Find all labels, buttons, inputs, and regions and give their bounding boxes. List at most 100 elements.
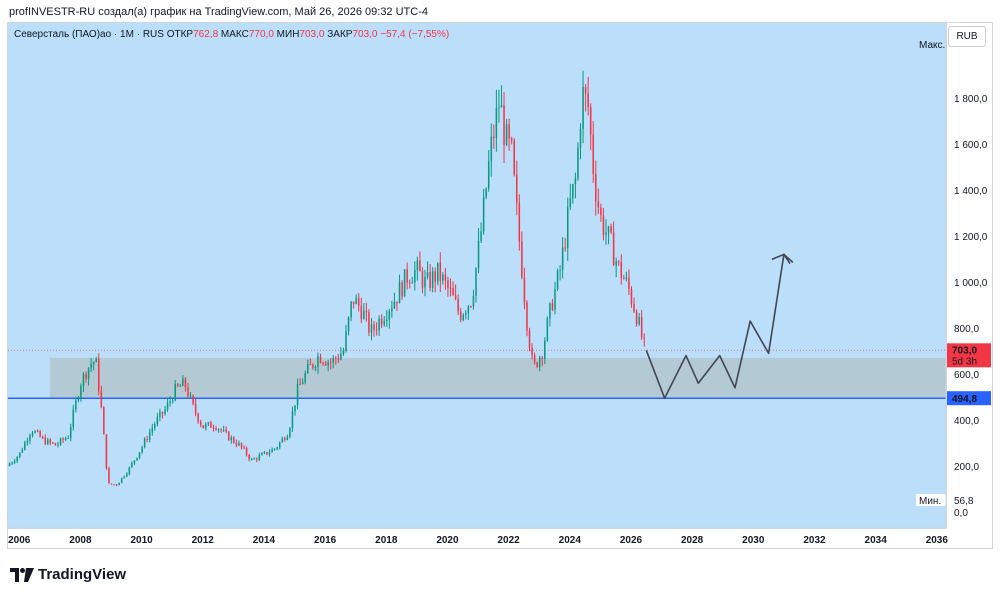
time-tick-8: 2022 [497,535,520,546]
candle-90 [238,440,240,447]
candle-157 [408,279,411,289]
support-zone[interactable] [49,357,946,399]
candle-217 [561,237,564,279]
candle-166 [431,267,434,293]
candle-138 [360,297,363,323]
candle-54 [146,435,148,443]
candle-204 [528,327,531,352]
price-axis[interactable]: Макс. 200,0 400,0 600,0 800,0 1 000,0 1 200,0… [916,40,991,519]
candle-43 [118,482,120,486]
last-price-badge [947,343,991,368]
time-tick-15: 2036 [926,535,949,546]
candle-9 [31,431,34,438]
price-chart[interactable]: Макс. 200,0 400,0 600,0 800,0 1 000,0 1 200,0… [7,22,993,549]
time-tick-12: 2030 [742,535,765,546]
candle-203 [526,300,528,337]
candle-246 [635,309,638,327]
candle-160 [416,256,419,281]
candle-225 [582,70,584,144]
candle-46 [126,472,128,478]
candle-105 [276,446,278,451]
candle-124 [324,360,327,366]
candle-154 [401,280,403,300]
candle-67 [179,383,182,387]
candle-152 [396,301,398,311]
candle-148 [386,310,388,327]
candle-156 [406,262,408,290]
candle-53 [143,437,146,449]
candle-233 [602,208,605,241]
high-label: МАКС [220,29,249,40]
candle-111 [291,406,294,432]
candle-65 [174,379,176,402]
tradingview-brand[interactable]: TradingView [10,566,126,583]
candle-198 [513,138,515,177]
currency-button[interactable]: RUB [948,26,986,47]
time-axis[interactable]: 2006 2008 2010 2012 2014 2016 2018 2020 2022 2024… [8,535,948,546]
candle-171 [444,267,447,290]
candle-36 [100,385,103,409]
candle-227 [587,76,589,116]
candle-4 [18,452,21,459]
candle-172 [447,276,449,297]
candle-59 [159,408,161,422]
tradingview-logo-icon [10,567,34,582]
candle-70 [187,382,189,398]
open-value: 762,8 [193,29,219,40]
candle-134 [350,300,352,322]
candle-164 [426,261,429,280]
candle-5 [21,447,24,453]
candle-14 [44,434,46,446]
candle-191 [495,89,498,152]
candle-28 [80,383,82,402]
candle-120 [314,365,317,372]
candle-92 [243,445,245,450]
candle-11 [36,429,39,433]
time-tick-10: 2026 [620,535,643,546]
candle-74 [197,412,199,424]
candle-214 [554,281,556,315]
candle-110 [289,426,291,439]
candle-25 [72,404,75,431]
min-value: 56,8 [954,496,974,507]
candle-82 [217,428,220,433]
candle-12 [39,429,41,438]
candle-18 [54,442,57,446]
candle-34 [95,356,97,363]
candle-42 [115,484,118,487]
candle-223 [577,142,579,181]
candle-196 [508,118,510,151]
candle-249 [643,333,645,347]
candle-195 [505,119,508,147]
candle-135 [352,301,355,309]
price-tick-8: 1 800,0 [954,94,988,105]
candle-69 [184,377,187,392]
time-tick-1: 2008 [69,535,92,546]
candle-238 [615,257,617,278]
candle-101 [266,451,268,456]
candle-51 [138,452,141,460]
candle-37 [103,406,105,435]
candle-80 [212,424,215,432]
candle-218 [564,237,566,252]
candle-247 [638,312,640,326]
candle-83 [220,428,222,433]
candle-224 [579,123,582,160]
support-level-badge [947,391,991,406]
time-tick-0: 2006 [8,535,31,546]
candle-126 [329,358,332,370]
candle-3 [16,456,18,464]
forecast-path[interactable] [645,253,791,400]
candle-176 [457,294,459,316]
plot-area[interactable] [8,23,947,529]
candle-144 [375,322,378,336]
candle-228 [589,103,592,151]
candle-44 [120,477,123,484]
candle-162 [421,267,424,294]
candle-49 [133,460,136,466]
candle-17 [52,442,54,444]
candle-226 [584,84,587,112]
candle-220 [569,183,572,211]
candle-237 [612,221,615,266]
candle-242 [625,271,628,282]
